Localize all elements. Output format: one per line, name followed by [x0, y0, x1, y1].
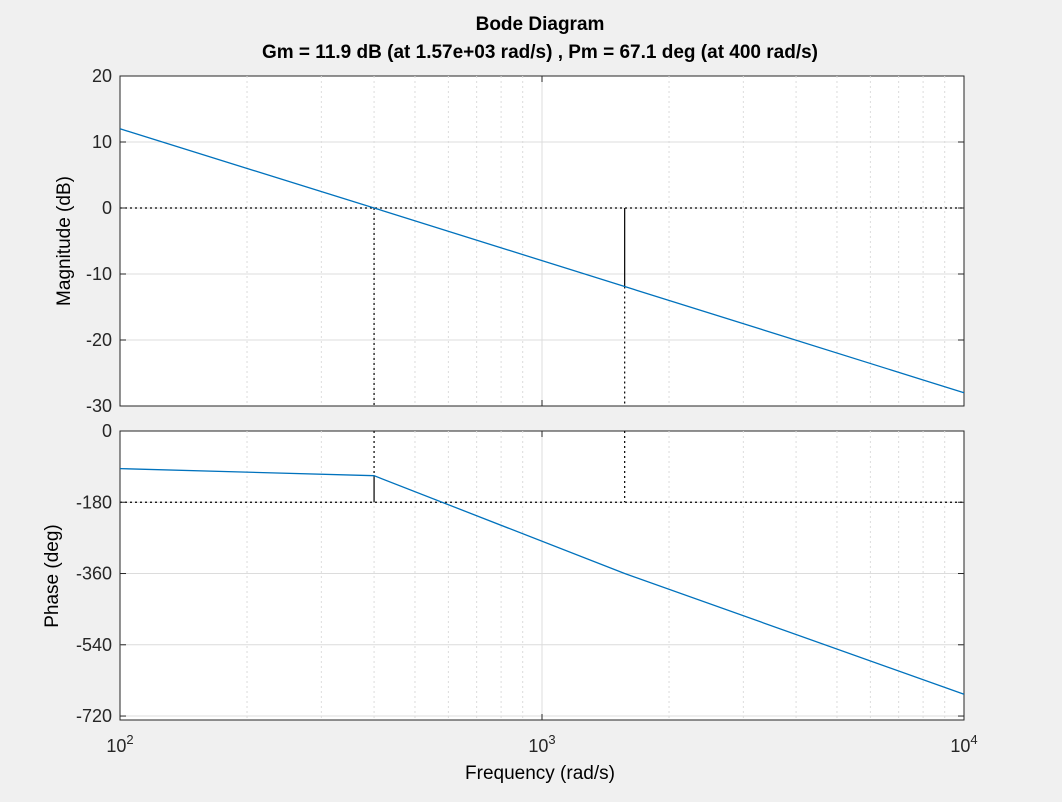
- magnitude-series: [119, 128, 965, 394]
- x-tick-mantissa: 10: [528, 736, 548, 756]
- x-tick-exponent: 3: [548, 732, 555, 747]
- phase-y-label: Phase (deg): [42, 524, 63, 628]
- phase-panel: 0 -180 -360 -540 -720 Phase (deg): [42, 421, 965, 726]
- magnitude-y-ticks: 20 10 0 -10 -20 -30: [86, 66, 965, 416]
- phase-margin-markers: [373, 431, 626, 503]
- y-tick-label: -360: [76, 564, 112, 584]
- y-tick-label: -720: [76, 706, 112, 726]
- y-tick-label: 0: [102, 198, 112, 218]
- magnitude-panel: 20 10 0 -10 -20 -30 Magnitude (dB): [54, 66, 965, 416]
- chart-subtitle: Gm = 11.9 dB (at 1.57e+03 rad/s) , Pm = …: [262, 42, 818, 63]
- y-tick-label: -20: [86, 330, 112, 350]
- magnitude-grid: [120, 76, 964, 406]
- y-tick-label: 10: [92, 132, 112, 152]
- y-tick-label: -180: [76, 492, 112, 512]
- x-axis-label: Frequency (rad/s): [465, 763, 615, 784]
- x-tick-mantissa: 10: [950, 736, 970, 756]
- y-tick-label: -10: [86, 264, 112, 284]
- magnitude-y-label: Magnitude (dB): [54, 176, 75, 306]
- magnitude-margin-markers: [373, 208, 626, 406]
- x-tick-label: 103: [528, 732, 555, 756]
- y-tick-label: 20: [92, 66, 112, 86]
- x-tick-label: 102: [106, 732, 133, 756]
- x-tick-mantissa: 10: [106, 736, 126, 756]
- frequency-ticks: 102 103 104: [106, 732, 977, 756]
- x-tick-exponent: 2: [126, 732, 133, 747]
- y-tick-label: 0: [102, 421, 112, 441]
- phase-series: [119, 467, 965, 695]
- y-tick-label: -30: [86, 396, 112, 416]
- x-tick-label: 104: [950, 732, 977, 756]
- series-line: [119, 128, 965, 394]
- y-tick-label: -540: [76, 635, 112, 655]
- series-line: [119, 467, 965, 695]
- x-tick-exponent: 4: [970, 732, 977, 747]
- chart-title: Bode Diagram: [476, 14, 605, 35]
- phase-y-ticks: 0 -180 -360 -540 -720: [76, 421, 965, 726]
